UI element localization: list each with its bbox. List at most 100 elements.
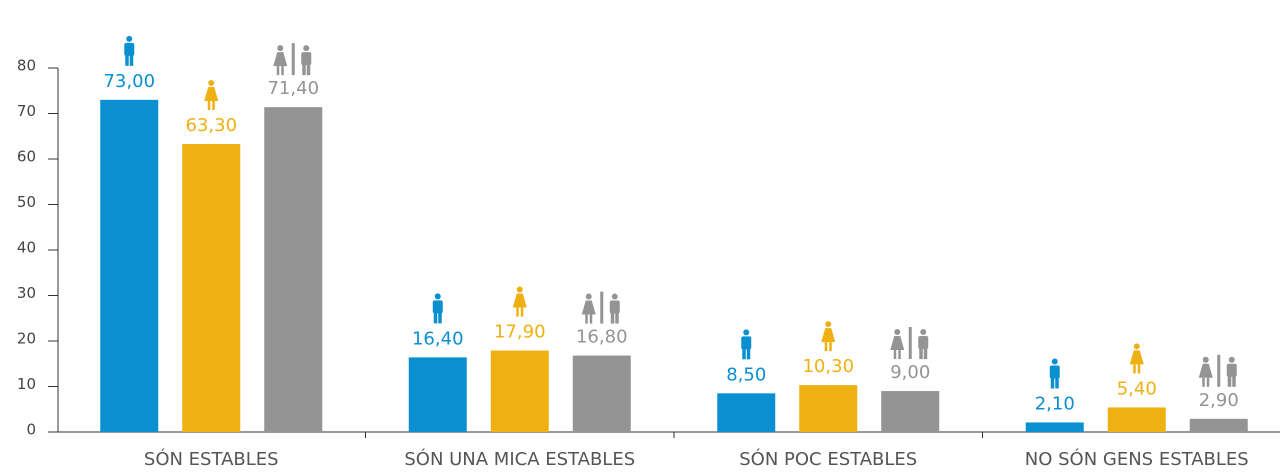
bar	[881, 391, 940, 432]
icon-part	[821, 328, 836, 343]
icon-part	[208, 79, 215, 86]
icon-part	[1049, 365, 1060, 379]
icon-part	[434, 293, 441, 300]
divider	[1217, 354, 1221, 387]
icon-part	[281, 66, 284, 76]
y-tick-label: 10	[17, 375, 36, 393]
bar	[799, 385, 858, 432]
icon-part	[742, 347, 746, 360]
icon-part	[125, 53, 129, 66]
icon-part	[438, 311, 442, 324]
bar	[264, 107, 323, 432]
y-tick-label: 0	[26, 421, 36, 439]
icon-part	[301, 52, 312, 66]
icon-part	[610, 311, 615, 324]
icon-part	[1050, 376, 1055, 389]
icon-part	[611, 293, 618, 300]
icon-part	[1232, 374, 1236, 387]
icon-part	[919, 347, 923, 360]
value-label: 16,40	[412, 328, 464, 349]
icon-part	[918, 336, 929, 350]
icon-part	[824, 342, 828, 352]
icon-part	[1198, 363, 1213, 378]
y-tick-label: 50	[17, 193, 36, 211]
x-tick-label: NO SÓN GENS ESTABLES	[1025, 448, 1249, 470]
icon-part	[204, 86, 219, 101]
icon-part	[898, 350, 901, 360]
woman-icon	[821, 321, 836, 352]
man-icon	[609, 293, 620, 324]
man-icon	[741, 329, 752, 360]
man-icon	[124, 35, 135, 66]
bar	[1025, 422, 1084, 432]
icon-part	[1227, 374, 1232, 387]
value-label: 73,00	[103, 71, 155, 92]
icon-part	[276, 66, 280, 76]
man-icon	[301, 45, 312, 76]
value-label: 16,80	[576, 327, 628, 348]
icon-part	[516, 286, 523, 293]
value-label: 71,40	[267, 78, 319, 99]
icon-part	[1137, 364, 1141, 374]
icon-part	[829, 342, 832, 352]
icon-part	[1202, 377, 1205, 387]
icon-part	[894, 329, 901, 336]
value-label: 8,50	[726, 364, 766, 385]
woman-icon	[204, 79, 219, 110]
x-tick-label: SÓN POC ESTABLES	[739, 448, 917, 470]
x-tick-label: SÓN UNA MICA ESTABLES	[404, 448, 635, 470]
bar	[182, 143, 241, 433]
icon-part	[746, 347, 751, 360]
icon-part	[890, 336, 905, 351]
icon-part	[585, 293, 592, 300]
value-label: 17,90	[494, 322, 546, 343]
value-label: 10,30	[802, 356, 854, 377]
bar	[572, 355, 631, 432]
icon-part	[743, 329, 750, 336]
icon-part	[741, 336, 752, 350]
icon-part	[893, 350, 897, 360]
icon-part	[1206, 377, 1210, 387]
icon-part	[1133, 364, 1136, 374]
bar	[490, 350, 549, 432]
icon-part	[273, 52, 288, 67]
icon-part	[126, 35, 133, 42]
value-label: 63,30	[185, 115, 237, 136]
icon-part	[589, 314, 593, 324]
icon-part	[302, 63, 306, 76]
y-tick-label: 60	[17, 148, 36, 166]
bar	[1189, 418, 1248, 432]
icon-part	[1129, 350, 1144, 365]
woman-icon	[1129, 343, 1144, 374]
icon-part	[212, 100, 215, 110]
woman-icon	[581, 293, 596, 324]
icon-part	[1202, 356, 1209, 363]
bar	[717, 393, 776, 432]
icon-part	[433, 311, 438, 324]
y-tick-label: 20	[17, 330, 36, 348]
icon-part	[277, 45, 284, 52]
icon-part	[1226, 363, 1237, 377]
icon-part	[923, 347, 928, 360]
icon-part	[520, 307, 524, 317]
icon-part	[581, 300, 596, 315]
icon-part	[516, 307, 519, 317]
divider	[291, 43, 295, 76]
value-label: 2,90	[1199, 390, 1239, 411]
icon-part	[306, 63, 311, 76]
value-label: 9,00	[890, 362, 930, 383]
y-tick-label: 80	[17, 57, 36, 75]
woman-icon	[512, 286, 527, 317]
value-label: 5,40	[1117, 378, 1157, 399]
man-icon	[1226, 356, 1237, 387]
bar	[408, 357, 467, 432]
woman-icon	[273, 45, 288, 76]
icon-part	[615, 311, 619, 324]
icon-part	[512, 293, 527, 308]
icon-part	[1133, 343, 1140, 350]
x-tick-label: SÓN ESTABLES	[144, 448, 279, 470]
divider	[600, 291, 604, 324]
man-icon	[432, 293, 443, 324]
icon-part	[585, 314, 588, 324]
